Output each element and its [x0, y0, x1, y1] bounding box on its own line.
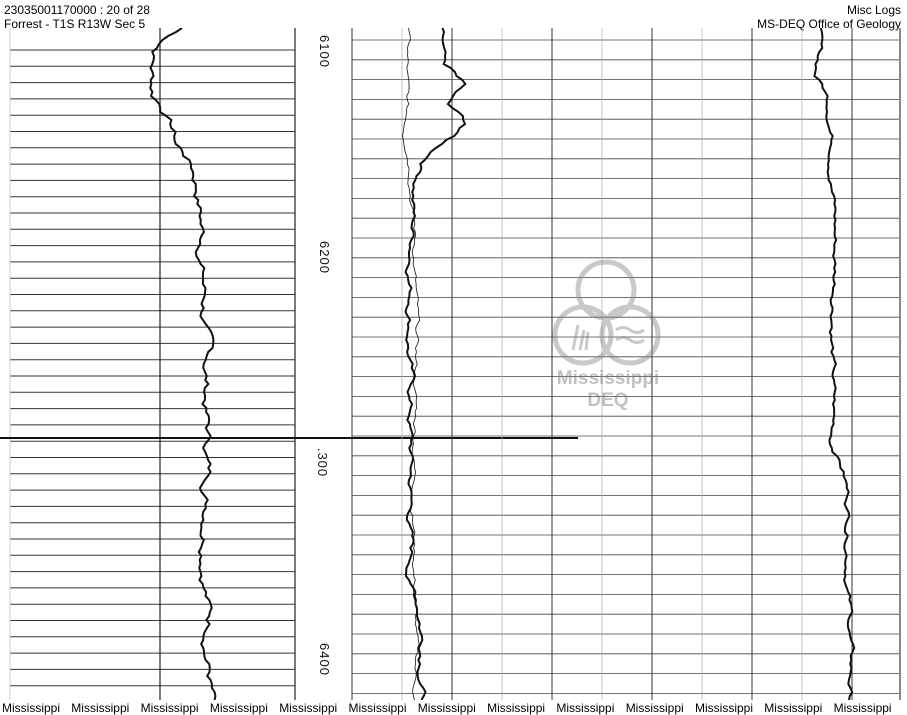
- depth-label-6200: 6200: [316, 241, 332, 274]
- footer-label: Mississippi: [764, 701, 823, 715]
- left-log-curve: [149, 28, 217, 700]
- footer-label: Mississippi: [348, 701, 407, 715]
- footer-label: Mississippi: [417, 701, 476, 715]
- mdeq-watermark-logo: Mississippi DEQ: [548, 255, 668, 425]
- location-label: Forrest - T1S R13W Sec 5: [4, 17, 146, 31]
- footer-label: Mississippi: [556, 701, 615, 715]
- footer-label: Mississippi: [279, 701, 338, 715]
- footer-label: Mississippi: [487, 701, 546, 715]
- footer-label: Mississippi: [140, 701, 199, 715]
- far-right-log-curve: [813, 28, 856, 700]
- footer-label: Mississippi: [833, 701, 892, 715]
- footer-label: Mississippi: [2, 701, 61, 715]
- agency-label: MS-DEQ Office of Geology: [757, 17, 901, 31]
- watermark-text-2: DEQ: [587, 390, 629, 411]
- footer-watermark-row: Mississippi Mississippi Mississippi Mississ…: [0, 701, 907, 715]
- secondary-log-curve: [402, 28, 421, 700]
- category-label: Misc Logs: [846, 3, 901, 17]
- document-id: 23035001170000 : 20 of 28: [4, 3, 150, 17]
- depth-label-6400: 6400: [316, 643, 332, 676]
- footer-label: Mississippi: [695, 701, 754, 715]
- footer-label: Mississippi: [209, 701, 268, 715]
- footer-label: Mississippi: [625, 701, 684, 715]
- depth-label-6100: 6100: [316, 35, 332, 68]
- footer-label: Mississippi: [71, 701, 130, 715]
- depth-label-6300: .300: [315, 447, 331, 478]
- well-log-scan: [0, 28, 901, 700]
- watermark-text-1: Mississippi: [556, 368, 660, 389]
